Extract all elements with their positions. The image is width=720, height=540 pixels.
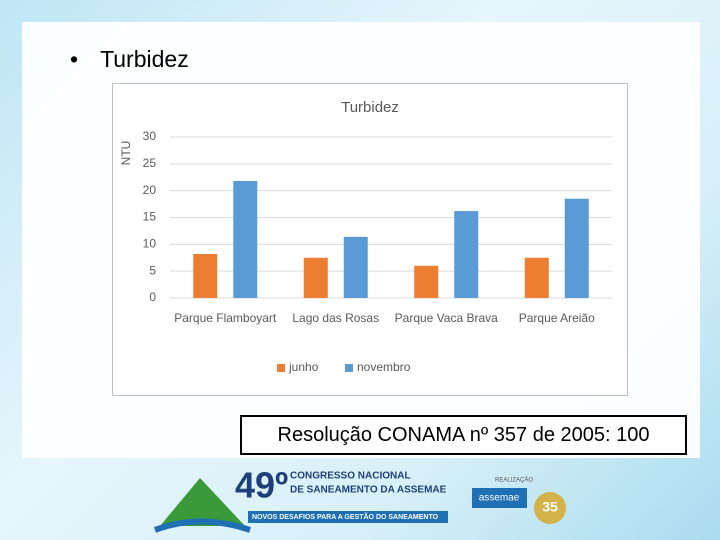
chart-title: Turbidez	[341, 99, 399, 116]
note-box: Resolução CONAMA nº 357 de 2005: 100	[240, 415, 687, 455]
y-tick-label: 5	[149, 263, 156, 277]
chart-frame	[112, 83, 628, 396]
bar	[454, 211, 479, 298]
tagline: NOVOS DESAFIOS PARA A GESTÃO DO SANEAMEN…	[252, 512, 439, 521]
bar	[233, 181, 258, 298]
org-name: assemae	[479, 493, 520, 504]
bar	[524, 257, 549, 298]
bar	[343, 236, 368, 298]
bar	[414, 265, 439, 298]
bullet-text: Turbidez	[100, 46, 189, 72]
chart: Turbidez NTU 0 5 10 15 20 25 30 Parque Flamboya…	[112, 83, 628, 396]
tagline-band	[248, 511, 448, 523]
y-tick-label: 20	[143, 183, 157, 197]
footer-logos: 49º CONGRESSO NACIONAL DE SANEAMENTO DA …	[153, 465, 566, 533]
legend-label: novembro	[357, 360, 411, 374]
y-axis-label: NTU	[119, 141, 133, 166]
bar	[193, 253, 218, 298]
realizacao: REALIZAÇÃO	[495, 477, 533, 484]
bar	[564, 198, 589, 298]
bar	[303, 257, 328, 298]
logo-shape	[160, 478, 245, 526]
y-tick-label: 30	[143, 129, 157, 143]
bullet: • Turbidez	[70, 46, 189, 72]
y-tick-label: 0	[149, 290, 156, 304]
org-logo	[472, 488, 527, 508]
event-line1: CONGRESSO NACIONAL	[290, 471, 411, 482]
y-tick-label: 25	[143, 156, 157, 170]
y-tick-label: 15	[143, 210, 157, 224]
event-line2: DE SANEAMENTO DA ASSEMAE	[290, 485, 447, 496]
anniversary-badge	[534, 492, 566, 524]
anniversary: 35	[542, 499, 558, 515]
x-tick-label: Parque Flamboyart	[174, 311, 277, 325]
legend-swatch	[277, 364, 285, 372]
legend-label: junho	[288, 360, 319, 374]
x-tick-label: Parque Areião	[519, 311, 595, 325]
edition: 49º	[235, 465, 288, 506]
legend-swatch	[345, 364, 353, 372]
x-tick-label: Parque Vaca Brava	[395, 311, 498, 325]
y-tick-label: 10	[143, 237, 157, 251]
logo-wave	[153, 518, 251, 533]
x-tick-label: Lago das Rosas	[292, 311, 379, 325]
